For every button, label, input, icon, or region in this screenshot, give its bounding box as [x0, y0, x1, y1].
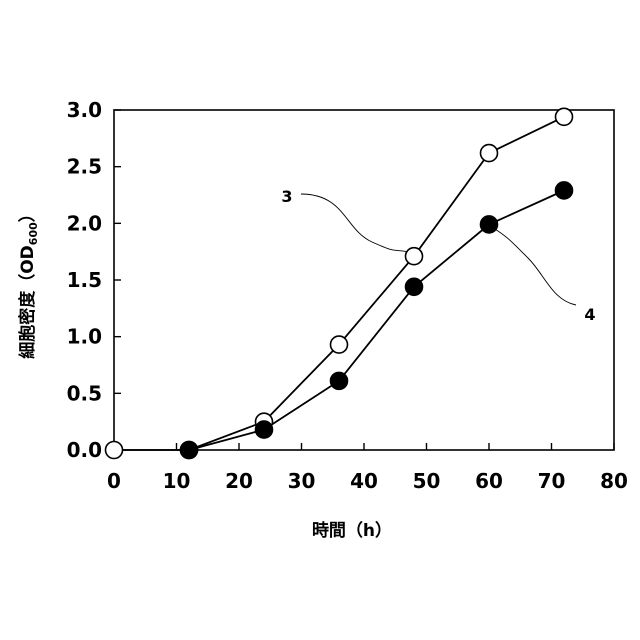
y-tick-label: 2.5: [67, 155, 102, 179]
x-tick-label: 0: [107, 469, 121, 493]
x-tick-label: 10: [163, 469, 191, 493]
x-tick-label: 80: [600, 469, 628, 493]
series-1-point: [406, 248, 423, 265]
plot-frame: [114, 110, 614, 450]
series-lines: [114, 117, 564, 450]
x-tick-label: 40: [350, 469, 378, 493]
x-tick-label: 60: [475, 469, 503, 493]
x-tick-label: 70: [538, 469, 566, 493]
y-axis-title-close: ）: [17, 205, 38, 222]
series-2-point: [481, 216, 498, 233]
y-tick-label: 2.0: [67, 211, 102, 235]
y-tick-label: 0.0: [67, 438, 102, 462]
series-2-point: [406, 278, 423, 295]
series-2-point: [331, 372, 348, 389]
y-tick-label: 3.0: [67, 98, 102, 122]
y-axis-title-main: 細胞密度（OD: [17, 245, 38, 359]
series-1-point: [331, 336, 348, 353]
y-tick-label: 1.0: [67, 325, 102, 349]
x-tick-label: 20: [225, 469, 253, 493]
x-axis-title: 時間（h）: [312, 520, 392, 541]
callout-label-3: 3: [281, 187, 292, 206]
series-1-point: [556, 108, 573, 125]
y-axis-title: 細胞密度（OD600）: [17, 205, 40, 359]
callout-leader-3: [301, 194, 410, 252]
y-tick-label: 0.5: [67, 381, 102, 405]
markers: [106, 108, 573, 458]
series-1-point: [106, 442, 123, 459]
series-2-line: [189, 191, 564, 451]
series-1-point: [481, 145, 498, 162]
series-2-point: [181, 442, 198, 459]
callouts: 34: [281, 187, 595, 324]
svg-text:細胞密度（OD600）: 細胞密度（OD600）: [17, 205, 40, 359]
x-tick-label: 50: [413, 469, 441, 493]
series-1-line: [114, 117, 564, 450]
callout-label-4: 4: [584, 305, 595, 324]
x-tick-label: 30: [288, 469, 316, 493]
y-tick-label: 1.5: [67, 268, 102, 292]
ticks: 0 10 20 30 40 50 60 70 80 0.0 0.5 1.0 1.5 2.0 2.5 3.0: [67, 98, 628, 493]
series-2-point: [256, 421, 273, 438]
callout-leader-4: [494, 228, 576, 305]
y-axis-title-subscript: 600: [27, 222, 40, 245]
series-2-point: [556, 182, 573, 199]
